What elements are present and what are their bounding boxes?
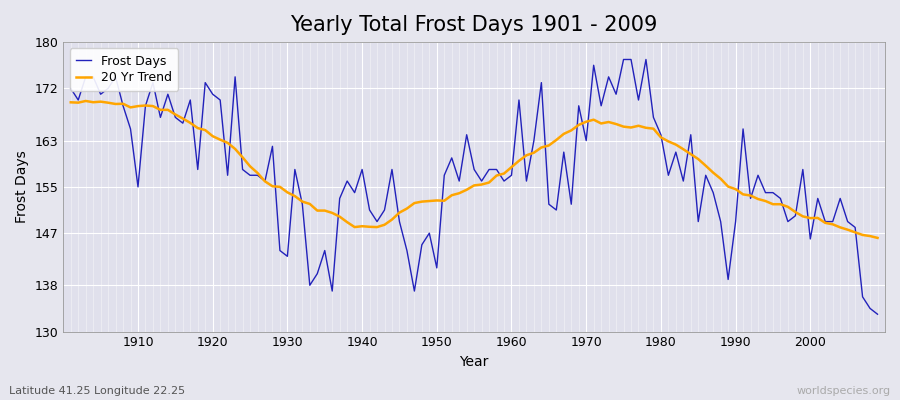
Frost Days — [125, 126, 136, 131]
Legend: Frost Days, 20 Yr Trend: Frost Days, 20 Yr Trend — [69, 48, 178, 91]
Frost Days — [596, 103, 607, 108]
Frost Days — [334, 196, 345, 201]
Frost Days — [290, 167, 301, 172]
X-axis label: Year: Year — [460, 355, 489, 369]
20 Yr Trend — [342, 220, 353, 224]
Text: worldspecies.org: worldspecies.org — [796, 386, 891, 396]
20 Yr Trend — [872, 236, 883, 240]
Frost Days — [618, 57, 629, 62]
Title: Yearly Total Frost Days 1901 - 2009: Yearly Total Frost Days 1901 - 2009 — [291, 15, 658, 35]
Y-axis label: Frost Days: Frost Days — [15, 150, 29, 223]
Line: Frost Days: Frost Days — [71, 60, 878, 314]
Line: 20 Yr Trend: 20 Yr Trend — [71, 101, 878, 238]
Frost Days — [499, 179, 509, 184]
20 Yr Trend — [514, 158, 525, 163]
20 Yr Trend — [297, 199, 308, 204]
Frost Days — [506, 173, 517, 178]
20 Yr Trend — [603, 120, 614, 124]
20 Yr Trend — [132, 104, 143, 108]
20 Yr Trend — [80, 98, 91, 103]
Text: Latitude 41.25 Longitude 22.25: Latitude 41.25 Longitude 22.25 — [9, 386, 185, 396]
20 Yr Trend — [506, 165, 517, 170]
20 Yr Trend — [66, 100, 77, 105]
Frost Days — [872, 312, 883, 317]
Frost Days — [66, 86, 77, 91]
